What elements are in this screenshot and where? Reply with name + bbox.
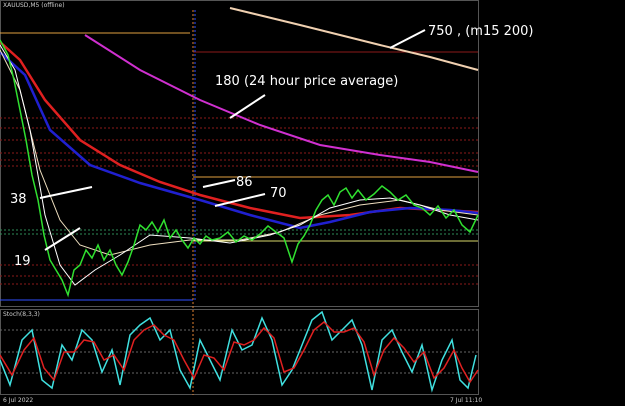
ma-750 [229,7,479,71]
ma-180 [84,34,479,173]
symbol-label: XAUUSD,M5 (offline) [3,2,65,9]
ma-19 [0,44,479,286]
ma-38 [0,49,479,256]
annotation: 180 (24 hour price average) [215,74,398,89]
annotation: 750 , (m15 200) [428,24,534,39]
ma-70 [0,51,479,230]
time-label: 6 Jul 2022 [3,397,33,404]
time-label: 7 Jul 11:10 [450,397,482,404]
annotation: 19 [14,254,31,269]
annotation: 38 [10,192,27,207]
annotation: 70 [270,186,287,201]
stoch-main [0,310,477,393]
indicator-title: Stoch(8,3,3) [3,311,40,318]
price-series [0,39,479,298]
annotation: 86 [236,175,253,190]
annotation-pointers [39,29,426,251]
stoch-signal [0,320,479,384]
